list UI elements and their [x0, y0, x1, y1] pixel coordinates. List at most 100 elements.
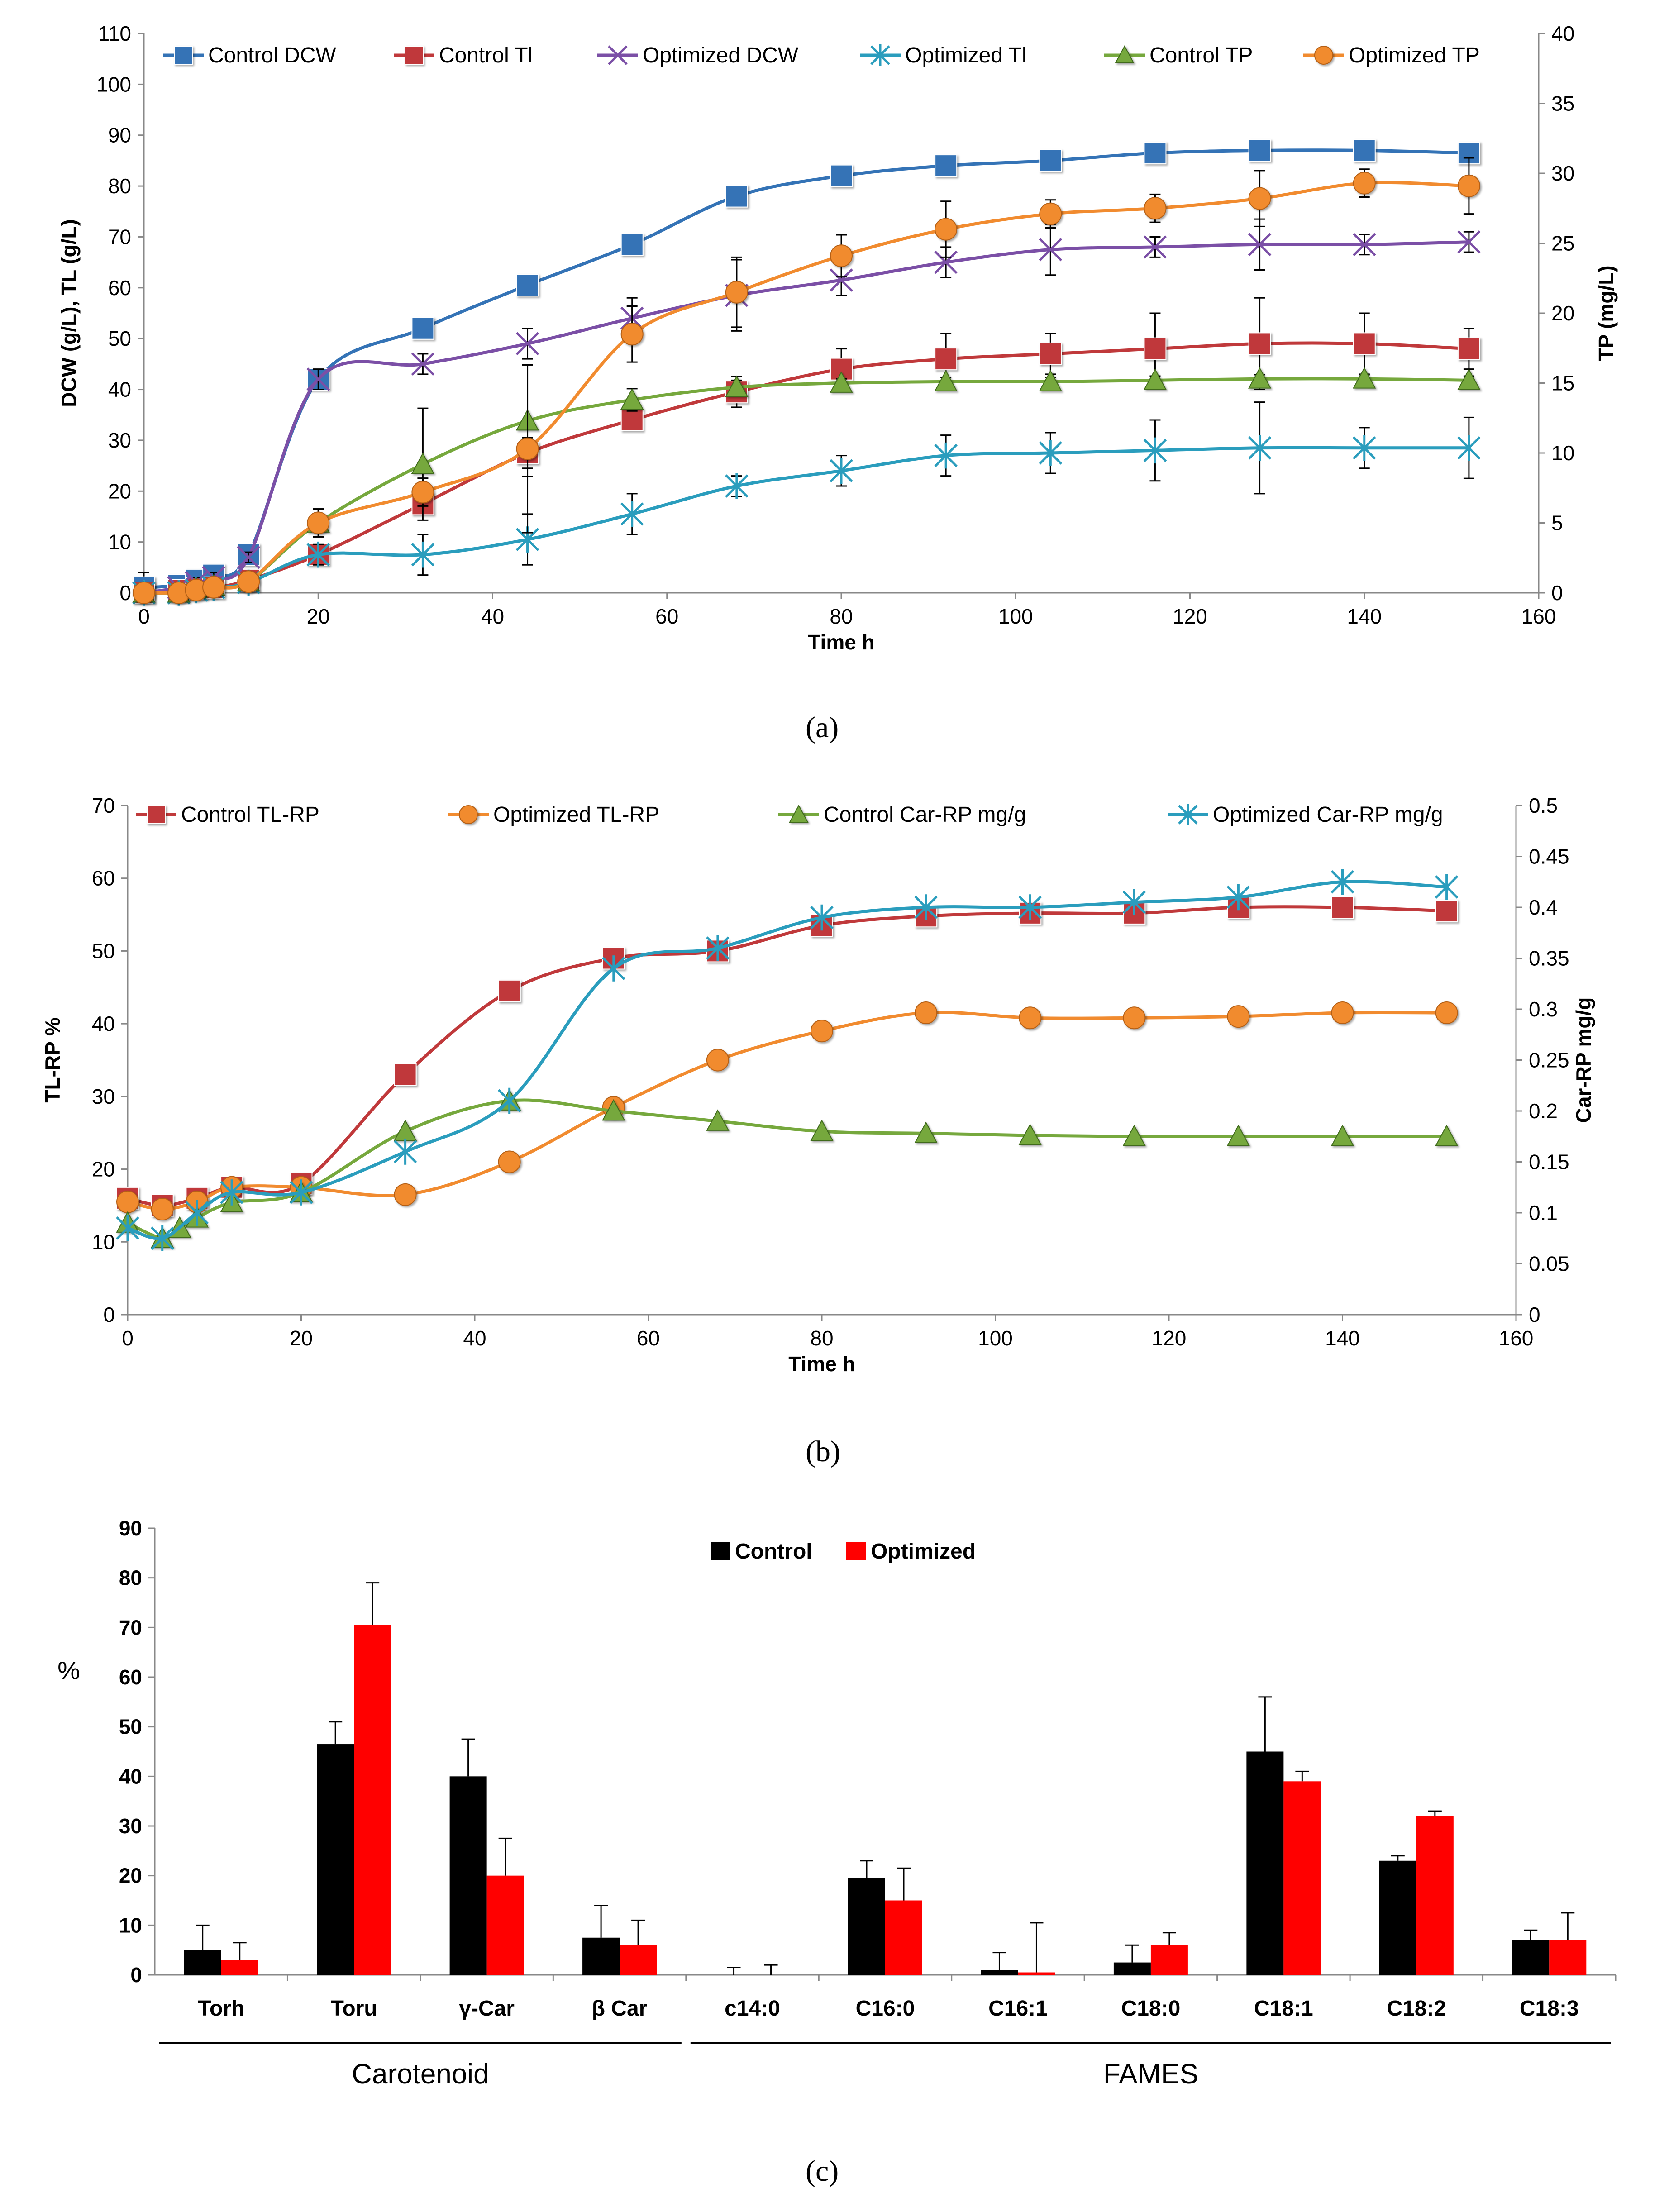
x-tick-label: 160: [1521, 605, 1556, 628]
data-point: [934, 370, 958, 391]
data-point: [935, 348, 958, 371]
data-point: [1019, 1006, 1042, 1030]
error-bar: [1561, 1912, 1575, 1940]
legend-label: Optimized DCW: [643, 43, 799, 67]
bar-optimized: [1416, 1816, 1454, 1975]
error-bar: [329, 1721, 343, 1745]
data-point: [620, 323, 644, 346]
y-right-tick-label: 0.05: [1529, 1252, 1569, 1276]
data-point: [237, 545, 260, 569]
data-point: [1226, 884, 1250, 911]
category-label: C18:0: [1121, 1997, 1181, 2021]
data-point: [706, 1049, 729, 1072]
y-tick-label: 0: [103, 1303, 115, 1326]
data-point: [1435, 1001, 1458, 1025]
x-tick-label: 20: [307, 605, 330, 628]
data-point: [1248, 367, 1272, 389]
data-point: [1331, 896, 1354, 919]
legend-label: Optimized TP: [1349, 43, 1480, 67]
data-point: [811, 1020, 833, 1043]
y-right-tick-label: 15: [1551, 372, 1574, 395]
series-line: [143, 446, 1469, 595]
error-bar: [1125, 1944, 1139, 1963]
legend-label: Control DCW: [208, 43, 336, 67]
data-point: [725, 185, 748, 208]
bar-control: [582, 1937, 620, 1975]
legend-label: Control TP: [1149, 43, 1253, 67]
data-point: [1435, 1125, 1459, 1146]
error-bar: [727, 1967, 741, 1975]
error-bar: [860, 1860, 873, 1878]
data-point: [116, 1190, 139, 1213]
y-tick-label: 60: [92, 867, 115, 890]
bar-control: [981, 1970, 1018, 1975]
data-point: [810, 904, 834, 931]
data-point: [830, 371, 853, 393]
data-point: [116, 1215, 139, 1241]
y-right-tick-label: 0: [1529, 1303, 1540, 1326]
y-tick-label: 70: [108, 225, 131, 248]
series-line: [143, 341, 1469, 595]
y-tick-label: 10: [92, 1230, 115, 1254]
category-label: C18:3: [1520, 1997, 1579, 2021]
error-bar: [1258, 1696, 1272, 1752]
data-point: [620, 233, 644, 256]
data-point: [1143, 235, 1167, 259]
legend-label: Control TL-RP: [181, 803, 319, 827]
category-label: Torh: [198, 1997, 244, 2021]
y-tick-label: 70: [119, 1616, 142, 1639]
bar-control: [1512, 1940, 1550, 1975]
y-right-tick-label: 40: [1551, 22, 1574, 45]
bar-optimized: [1283, 1781, 1321, 1975]
data-point: [1018, 894, 1042, 920]
data-point: [1144, 337, 1167, 360]
data-point: [289, 1179, 313, 1206]
data-point: [516, 437, 539, 460]
data-point: [411, 317, 434, 340]
error-bar: [196, 1924, 210, 1950]
y-tick-label: 70: [92, 794, 115, 817]
data-point: [237, 570, 260, 593]
data-point: [725, 281, 748, 304]
bar-control: [1379, 1860, 1416, 1975]
legend-marker: [608, 45, 628, 65]
x-axis-label: Time h: [788, 1352, 855, 1376]
y-tick-label: 20: [119, 1864, 142, 1888]
data-point: [620, 501, 644, 527]
y-tick-label: 30: [108, 429, 131, 452]
x-tick-label: 80: [830, 605, 853, 628]
data-point: [934, 442, 958, 469]
data-point: [830, 458, 853, 484]
category-label: γ-Car: [459, 1997, 515, 2021]
data-point: [1248, 332, 1271, 355]
error-bar: [461, 1738, 475, 1777]
data-point: [1123, 1006, 1146, 1030]
legend-swatch: [846, 1542, 866, 1560]
series-line: [143, 240, 1469, 595]
y-tick-label: 60: [108, 276, 131, 300]
x-tick-label: 140: [1325, 1326, 1360, 1350]
panel-label-b: (b): [806, 1435, 840, 1468]
x-tick-label: 20: [290, 1326, 313, 1350]
series-line: [143, 148, 1469, 590]
category-label: Toru: [331, 1997, 377, 2021]
category-label: c14:0: [725, 1997, 780, 2021]
data-point: [1039, 342, 1062, 365]
error-bar: [1030, 1922, 1044, 1973]
bar-optimized: [221, 1960, 258, 1975]
y-tick-label: 80: [119, 1566, 142, 1590]
data-point: [706, 1109, 730, 1131]
y-right-tick-label: 30: [1551, 162, 1574, 185]
error-bar: [1162, 1932, 1176, 1945]
data-point: [1144, 197, 1167, 220]
bar-control: [449, 1776, 487, 1975]
x-tick-label: 100: [978, 1326, 1013, 1350]
x-tick-label: 60: [655, 605, 678, 628]
x-axis-label: Time h: [808, 630, 874, 654]
y-tick-label: 50: [108, 327, 131, 350]
data-point: [393, 1139, 417, 1165]
y-axis-right-label: Car-RP mg/g: [1572, 997, 1595, 1123]
data-point: [1122, 1125, 1146, 1146]
y-tick-label: 20: [92, 1158, 115, 1181]
bar-optimized: [354, 1625, 391, 1975]
